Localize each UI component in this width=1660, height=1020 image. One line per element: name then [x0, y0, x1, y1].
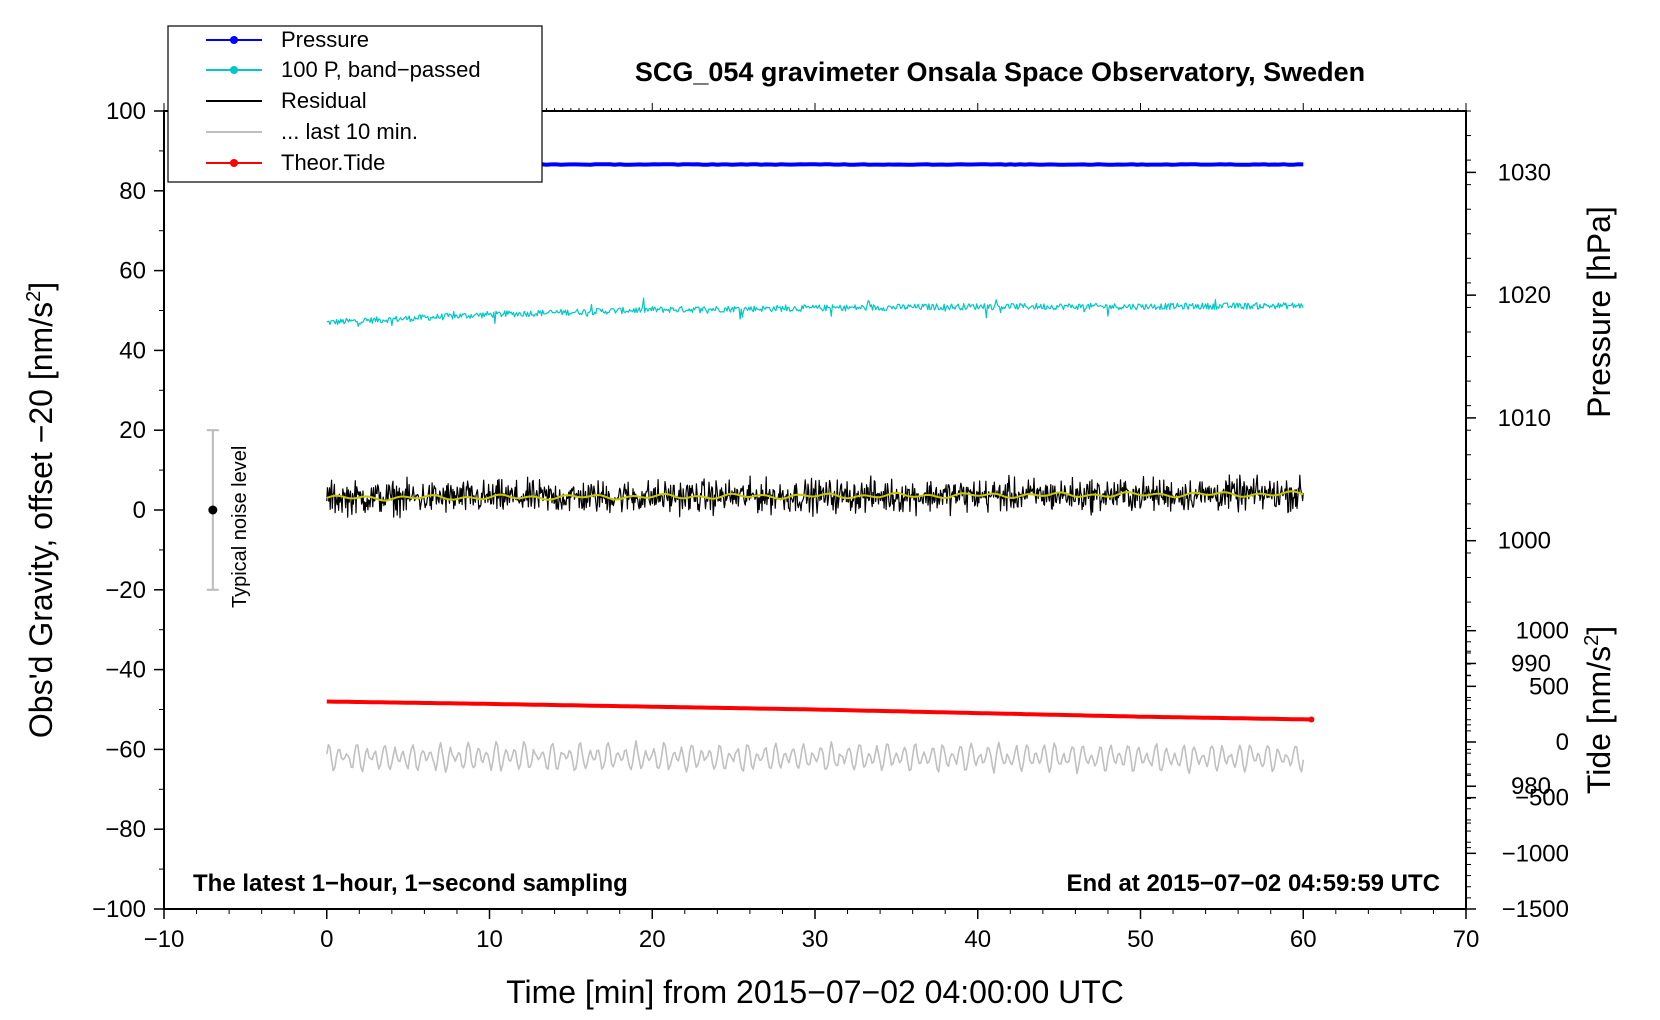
y-tick-label: −40: [105, 657, 146, 684]
tide-tick-label: −1000: [1502, 840, 1569, 867]
x-tick-label: 70: [1453, 926, 1480, 953]
y-tick-label: 20: [119, 417, 146, 444]
tide-tick-label: 500: [1529, 673, 1569, 700]
series-theor-tide: [326, 699, 1312, 722]
chart-title: SCG_054 gravimeter Onsala Space Observat…: [635, 57, 1365, 87]
noise-bar: [206, 429, 219, 591]
legend-label: Residual: [281, 88, 367, 113]
y-tick-label: 40: [119, 337, 146, 364]
annotation-bottom-left: The latest 1−hour, 1−second sampling: [193, 870, 628, 897]
legend-swatch-dot: [230, 66, 238, 74]
x-tick-label: 50: [1127, 926, 1154, 953]
pressure-tick-label: 1010: [1498, 405, 1551, 432]
noise-bar-center-dot: [208, 505, 218, 515]
x-tick-label: 40: [964, 926, 991, 953]
legend: Pressure 100 P, band−passed Residual ... la…: [167, 25, 543, 183]
series-group: [326, 162, 1315, 775]
legend-label: Pressure: [281, 27, 369, 52]
y-tick-label: 80: [119, 178, 146, 205]
tide-tick-label: −500: [1515, 785, 1569, 812]
pressure-axis: 1030 1020 1010 1000 990 980: [1466, 110, 1551, 849]
x-tick-label: 10: [476, 926, 503, 953]
pressure-tick-label: 1020: [1498, 282, 1551, 309]
legend-box: [167, 25, 543, 183]
y-axis-left-title-main: Obs'd Gravity, offset −20 [nm/s: [23, 302, 59, 738]
legend-label: Theor.Tide: [281, 150, 385, 175]
y-axis-tide-title: Tide [nm/s2]: [1581, 626, 1617, 794]
series-bandpassed: [326, 297, 1304, 327]
y-axis-left-title-sup: 2: [23, 291, 45, 302]
y-tick-label: −80: [105, 816, 146, 843]
y-axis-tide-title-end: ]: [1581, 626, 1617, 635]
series-last-10-min: [326, 740, 1305, 775]
legend-label: ... last 10 min.: [281, 119, 418, 144]
tide-axis: 1000 500 0 −500 −1000 −1500: [1466, 618, 1569, 923]
y-tick-label: 60: [119, 258, 146, 285]
plot-area: [163, 110, 1467, 910]
y-axis-tide-title-main: Tide [nm/s: [1581, 646, 1617, 794]
x-tick-label: 20: [639, 926, 666, 953]
x-tick-label: 30: [802, 926, 829, 953]
y-tick-label: −100: [92, 896, 146, 923]
pressure-tick-label: 1000: [1498, 528, 1551, 555]
noise-bar-label: Typical noise level: [229, 446, 251, 608]
y-axis-tide-title-sup: 2: [1581, 635, 1603, 646]
pressure-tick-label: 1030: [1498, 159, 1551, 186]
y-axis-left: 100 80 60 40 20 0 −20 −40 −60 −80 −100: [92, 98, 164, 923]
legend-swatch-dot: [230, 36, 238, 44]
y-tick-label: 0: [133, 497, 146, 524]
x-tick-label: 0: [320, 926, 333, 953]
tide-end-marker: [1308, 716, 1315, 723]
y-axis-left-title-end: ]: [23, 282, 59, 291]
tide-tick-label: 1000: [1516, 618, 1569, 645]
annotation-bottom-right: End at 2015−07−02 04:59:59 UTC: [1066, 870, 1440, 897]
series-residual-average: [326, 490, 1304, 502]
x-tick-label: −10: [144, 926, 185, 953]
legend-label: 100 P, band−passed: [281, 57, 481, 82]
legend-swatch-dot: [230, 159, 238, 167]
y-axis-pressure-title: Pressure [hPa]: [1581, 206, 1617, 418]
y-tick-label: 100: [106, 98, 146, 125]
x-axis: −10 0 10 20 30 40 50 60 70: [144, 103, 1480, 953]
y-tick-label: −20: [105, 577, 146, 604]
pressure-tick-label: 990: [1511, 650, 1551, 677]
y-axis-left-title: Obs'd Gravity, offset −20 [nm/s2]: [23, 282, 59, 738]
pressure-tick-label: 980: [1511, 773, 1551, 800]
x-axis-title: Time [min] from 2015−07−02 04:00:00 UTC: [506, 974, 1124, 1010]
x-tick-label: 60: [1290, 926, 1317, 953]
y-tick-label: −60: [105, 736, 146, 763]
tide-tick-label: 0: [1556, 729, 1569, 756]
tide-tick-label: −1500: [1502, 896, 1569, 923]
